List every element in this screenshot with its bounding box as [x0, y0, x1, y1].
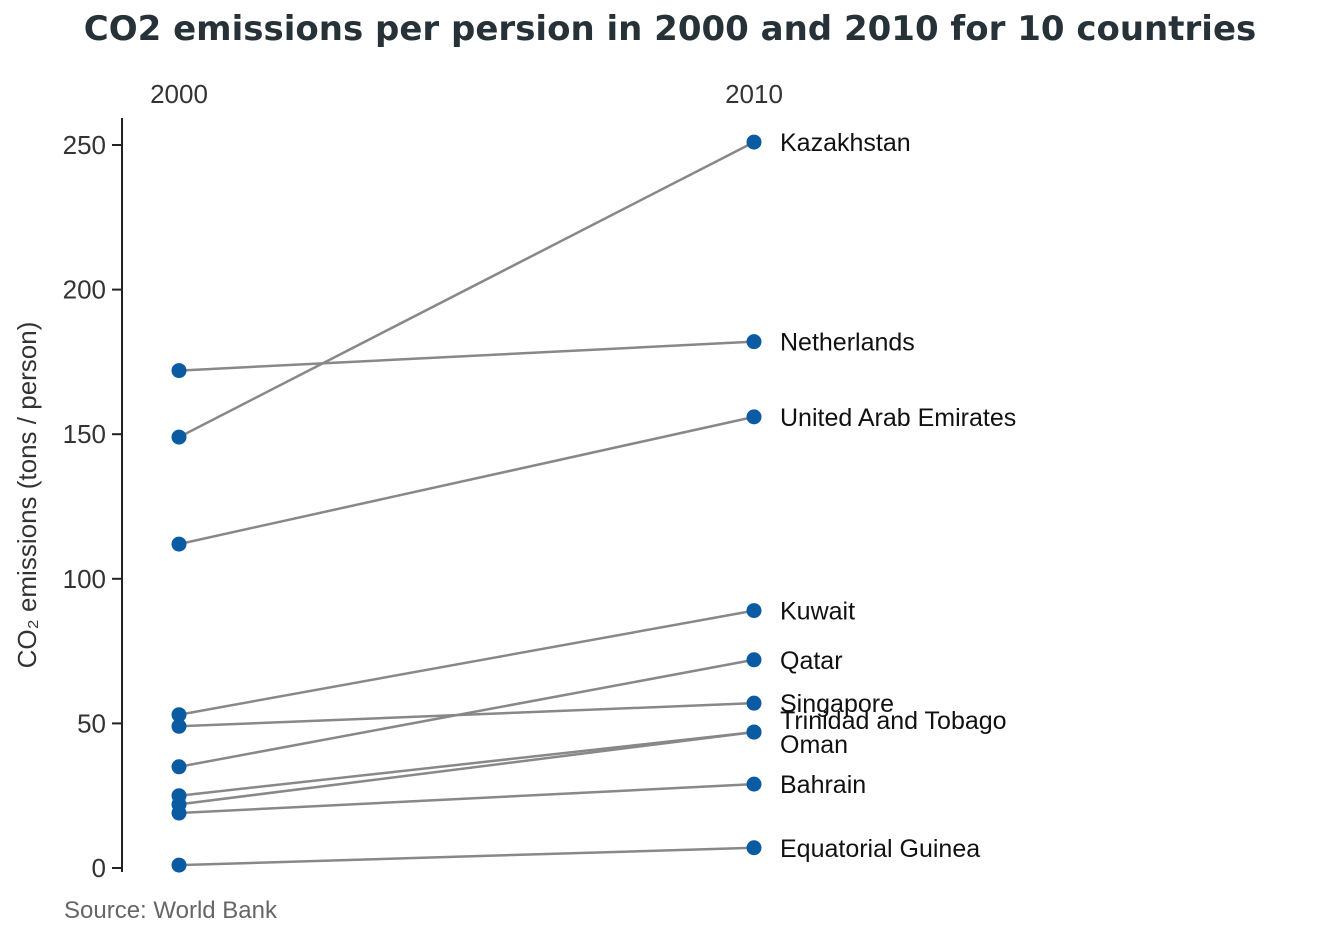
point-united-arab-emirates-2010 [746, 409, 762, 425]
slope-line-kazakhstan [178, 140, 755, 439]
country-label-singapore: Singapore [780, 690, 894, 718]
source-note: Source: World Bank [64, 897, 278, 924]
country-labels: Kazakhstan Netherlands United Arab Emirate… [780, 129, 1016, 863]
slope-lines [178, 140, 755, 867]
point-bahrain-2010 [746, 776, 762, 792]
point-equatorial-guinea-2010 [746, 840, 762, 856]
y-tick-label: 0 [92, 853, 106, 883]
country-label-equatorial-guinea: Equatorial Guinea [780, 835, 980, 863]
chart-title: CO2 emissions per persion in 2000 and 20… [84, 9, 1256, 49]
point-united-arab-emirates-2000 [171, 536, 187, 552]
slope-line-oman [178, 730, 755, 797]
slope-line-trinidad-and-tobago [178, 730, 755, 806]
y-tick-label: 200 [63, 275, 106, 305]
y-tick-label: 100 [63, 564, 106, 594]
point-singapore-2000 [171, 718, 187, 734]
country-label-united-arab-emirates: United Arab Emirates [780, 404, 1016, 432]
point-oman-2000 [171, 788, 187, 804]
data-points [171, 134, 762, 873]
y-tick-label: 250 [63, 130, 106, 160]
point-equatorial-guinea-2000 [171, 857, 187, 873]
point-oman-2010 [746, 724, 762, 740]
slope-line-netherlands [178, 340, 755, 372]
slope-line-equatorial-guinea [178, 846, 755, 867]
point-kuwait-2000 [171, 707, 187, 723]
point-qatar-2010 [746, 652, 762, 668]
slope-line-qatar [178, 658, 755, 769]
point-qatar-2000 [171, 759, 187, 775]
slope-line-united-arab-emirates [178, 415, 755, 546]
country-label-kuwait: Kuwait [780, 598, 855, 626]
point-kazakhstan-2000 [171, 429, 187, 445]
slope-line-singapore [178, 701, 755, 728]
country-label-bahrain: Bahrain [780, 771, 866, 799]
y-axis-ticks: 0 50 100 150 200 250 [63, 130, 122, 883]
column-label-2010: 2010 [725, 79, 783, 109]
point-kazakhstan-2010 [746, 134, 762, 150]
point-netherlands-2000 [171, 363, 187, 379]
y-tick-label: 50 [77, 708, 106, 738]
country-label-netherlands: Netherlands [780, 329, 915, 357]
country-label-qatar: Qatar [780, 647, 843, 675]
point-bahrain-2000 [171, 805, 187, 821]
y-axis-label: CO₂ emissions (tons / person) [12, 322, 42, 669]
country-label-oman: Oman [780, 731, 848, 759]
point-netherlands-2010 [746, 334, 762, 350]
point-singapore-2010 [746, 695, 762, 711]
y-tick-label: 150 [63, 419, 106, 449]
point-kuwait-2010 [746, 603, 762, 619]
slope-line-kuwait [178, 609, 755, 716]
country-label-trinidad-and-tobago: Trinidad and Tobago [780, 707, 1007, 735]
country-label-kazakhstan: Kazakhstan [780, 129, 911, 157]
column-label-2000: 2000 [150, 79, 208, 109]
slope-line-bahrain [178, 782, 755, 815]
